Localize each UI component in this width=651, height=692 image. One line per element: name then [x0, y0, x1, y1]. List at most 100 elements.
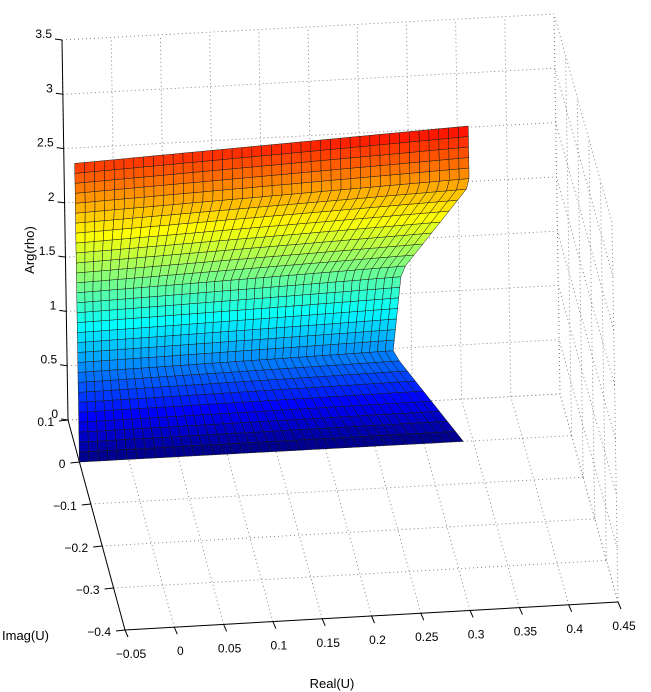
surface-patch	[78, 451, 90, 463]
surface-patch	[196, 353, 205, 365]
surface-patch	[162, 153, 174, 166]
surface-patch	[117, 278, 127, 290]
surface-patch	[261, 297, 271, 309]
surface-patch	[330, 158, 342, 171]
surface-patch	[129, 398, 140, 410]
y-tick	[93, 545, 103, 548]
surface-patch	[109, 319, 118, 331]
x-tick	[173, 627, 178, 635]
surface-patch	[132, 347, 142, 359]
surface-patch	[389, 142, 400, 155]
surface-patch	[369, 154, 381, 167]
surface-patch	[88, 440, 99, 452]
surface-patch	[96, 430, 108, 442]
surface-patch	[101, 269, 111, 282]
z-tick	[55, 92, 63, 95]
surface-patch	[341, 301, 351, 313]
surface-patch	[348, 311, 358, 323]
surface-patch	[163, 174, 174, 186]
surface-patch	[310, 282, 320, 295]
surface-patch	[261, 185, 273, 197]
x-tick-label: 0.1	[271, 639, 288, 653]
surface-patch	[227, 340, 237, 353]
surface-patch	[84, 181, 96, 193]
surface-patch	[143, 437, 155, 449]
surface-patch	[172, 334, 182, 346]
surface-patch	[238, 278, 248, 290]
surface-patch	[252, 186, 263, 198]
surface-patch	[261, 175, 273, 187]
surface-patch	[211, 352, 221, 364]
surface-patch	[227, 351, 237, 363]
surface-patch	[419, 150, 430, 163]
surface-patch	[379, 154, 391, 166]
surface-patch	[333, 301, 343, 314]
surface-patch	[173, 183, 184, 195]
surface-patch	[85, 341, 94, 353]
grid-line-side-y	[588, 138, 596, 519]
surface-patch	[87, 420, 98, 432]
surface-patch	[133, 176, 145, 189]
surface-patch	[428, 128, 440, 141]
surface-patch	[324, 312, 334, 325]
surface-patch	[78, 411, 88, 423]
surface-patch	[219, 341, 229, 353]
y-tick	[81, 503, 91, 506]
surface-patch	[409, 172, 421, 184]
surface-patch	[372, 309, 382, 321]
surface-patch	[165, 314, 174, 327]
y-tick-label: −0.2	[64, 541, 88, 555]
surface-patch	[100, 289, 110, 302]
surface-patch	[78, 421, 89, 433]
surface-patch	[95, 400, 105, 412]
surface-patch	[165, 284, 175, 296]
surface-patch	[101, 359, 110, 372]
surface-patch	[351, 279, 361, 292]
surface-patch	[205, 291, 215, 303]
surface-patch	[458, 167, 470, 180]
surface-patch	[231, 157, 243, 170]
surface-patch	[153, 164, 164, 177]
surface-patch	[86, 381, 96, 393]
surface-patch	[125, 308, 134, 320]
surface-patch	[125, 318, 134, 330]
surface-patch	[212, 149, 223, 161]
x-tick-label: 0.25	[415, 630, 439, 644]
surface-patch	[93, 260, 103, 272]
x-tick-label: 0.35	[514, 625, 538, 639]
surface-patch	[229, 299, 239, 312]
surface-patch	[242, 187, 253, 199]
grid-line-back-x	[553, 13, 561, 395]
surface-patch	[339, 322, 349, 334]
surface-patch	[76, 311, 86, 323]
surface-patch	[340, 167, 352, 180]
surface-patch	[330, 137, 341, 150]
surface-patch	[321, 344, 332, 356]
surface-patch	[140, 216, 153, 228]
surface-patch	[307, 324, 317, 337]
y-tick	[104, 587, 114, 590]
surface-patch	[93, 360, 102, 372]
surface-patch	[103, 209, 115, 221]
surface-patch	[202, 150, 213, 162]
surface-patch	[123, 157, 135, 170]
surface-patch	[96, 420, 107, 432]
surface-patch	[212, 179, 224, 192]
z-tick-label: 3	[46, 81, 53, 95]
surface-patch	[236, 329, 246, 342]
grid-line-floor-y	[113, 559, 607, 589]
y-tick-label: −0.3	[76, 583, 100, 597]
surface-patch	[132, 357, 142, 369]
surface-patch	[149, 306, 158, 318]
surface-patch	[243, 339, 253, 351]
surface-patch	[260, 317, 270, 330]
grid-line-floor-y	[102, 518, 595, 547]
surface-patch	[301, 304, 311, 316]
grid-line-side-y	[611, 221, 619, 603]
surface-patch	[299, 325, 309, 337]
surface-patch	[103, 399, 114, 411]
surface-patch	[306, 335, 317, 347]
surface-patch	[172, 162, 184, 175]
surface-patch	[134, 438, 146, 450]
surface-patch	[84, 211, 96, 223]
